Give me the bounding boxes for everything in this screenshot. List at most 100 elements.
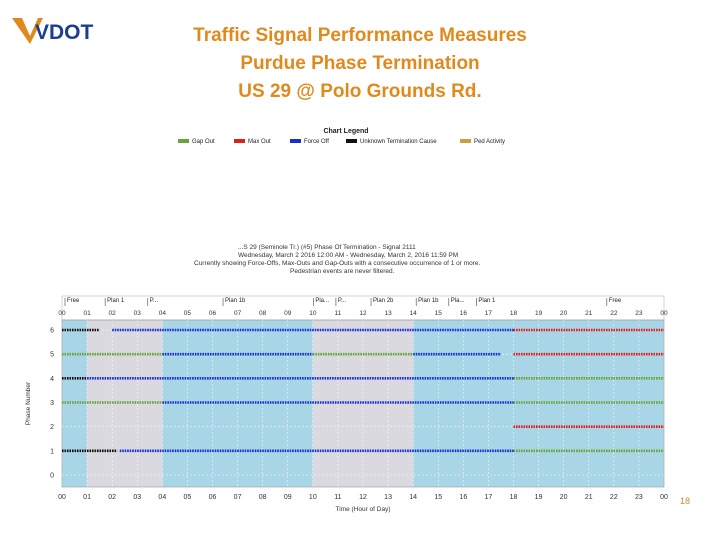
x-tick-top: 19 <box>535 310 543 317</box>
legend-item-max-out: Max Out <box>234 139 271 149</box>
x-tick-label: 19 <box>535 494 543 501</box>
y-tick-label: 4 <box>50 376 54 383</box>
x-tick-top: 11 <box>335 310 342 317</box>
x-tick-label: 15 <box>434 494 442 501</box>
slide-title: Traffic Signal Performance Measures <box>193 25 527 46</box>
slide-subtitle: Purdue Phase Termination <box>240 53 480 74</box>
x-tick-top: 04 <box>159 310 167 317</box>
x-tick-top: 13 <box>384 310 392 317</box>
legend-label: Force Off <box>304 139 329 145</box>
y-tick-label: 6 <box>50 328 54 335</box>
x-tick-label: 22 <box>610 494 618 501</box>
x-tick-label: 10 <box>309 494 317 501</box>
x-tick-label: 18 <box>510 494 518 501</box>
subtitle-line-2: Wednesday, March 2 2016 12:00 AM - Wedne… <box>238 252 459 259</box>
plan-label: Plan 2b <box>373 298 394 304</box>
x-tick-label: 21 <box>585 494 593 501</box>
x-tick-label: 00 <box>660 494 668 501</box>
x-tick-top: 14 <box>410 310 418 317</box>
x-tick-label: 11 <box>334 494 341 501</box>
x-tick-top: 05 <box>184 310 192 317</box>
x-tick-top: 00 <box>660 310 668 317</box>
x-tick-label: 17 <box>485 494 493 501</box>
y-tick-label: 0 <box>50 473 54 480</box>
x-tick-top: 09 <box>284 310 292 317</box>
legend-swatch <box>178 139 189 144</box>
legend-item-unknown-termination-cause: Unknown Termination Cause <box>346 139 437 149</box>
chart-legend: Chart Legend Gap Out Max Out Force Off Unkn… <box>176 128 516 150</box>
x-tick-top: 18 <box>510 310 518 317</box>
x-tick-label: 23 <box>635 494 643 501</box>
x-tick-top: 16 <box>460 310 468 317</box>
x-axis-label: Time (Hour of Day) <box>335 506 390 513</box>
y-tick-label: 5 <box>50 352 54 359</box>
legend-item-gap-out: Gap Out <box>178 139 215 149</box>
x-tick-label: 06 <box>209 494 217 501</box>
plan-label: Plan 1 <box>478 298 496 304</box>
x-tick-top: 22 <box>610 310 618 317</box>
x-tick-label: 13 <box>384 494 392 501</box>
plan-label: Plan 1 <box>107 298 125 304</box>
legend-title: Chart Legend <box>323 128 369 135</box>
legend-swatch <box>290 139 301 144</box>
x-tick-top: 20 <box>560 310 568 317</box>
x-tick-label: 08 <box>259 494 267 501</box>
x-tick-top: 08 <box>259 310 267 317</box>
legend-item-force-off: Force Off <box>290 139 329 149</box>
y-tick-label: 1 <box>50 448 54 455</box>
x-tick-label: 09 <box>284 494 292 501</box>
x-tick-label: 00 <box>58 494 66 501</box>
legend-label: Max Out <box>248 139 271 145</box>
legend-swatch <box>346 139 357 144</box>
location-title: US 29 @ Polo Grounds Rd. <box>238 81 482 102</box>
plan-label: Plan 1b <box>418 298 439 304</box>
x-tick-label: 14 <box>409 494 417 501</box>
x-tick-label: 01 <box>83 494 91 501</box>
x-tick-label: 02 <box>108 494 116 501</box>
x-tick-top: 06 <box>209 310 217 317</box>
x-tick-label: 12 <box>359 494 367 501</box>
x-tick-top: 10 <box>309 310 317 317</box>
x-tick-top: 17 <box>485 310 493 317</box>
plan-strip <box>61 295 665 321</box>
plan-label: Pla... <box>315 298 329 304</box>
x-tick-top: 23 <box>635 310 643 317</box>
subtitle-line-1: ...S 29 (Seminole Tr.) (#5) Phase Of Ter… <box>238 244 416 251</box>
x-tick-label: 05 <box>184 494 192 501</box>
x-tick-top: 02 <box>109 310 117 317</box>
y-axis-label: Phase Number <box>25 381 32 425</box>
logo-text: VDOT <box>35 21 94 44</box>
plan-label: Plan 1b <box>225 298 246 304</box>
y-tick-label: 3 <box>50 400 54 407</box>
plan-label: P... <box>150 298 159 304</box>
x-tick-top: 01 <box>83 310 91 317</box>
x-tick-top: 12 <box>359 310 367 317</box>
vdot-logo: VDOT <box>12 18 94 44</box>
x-tick-top: 21 <box>585 310 593 317</box>
x-tick-label: 04 <box>158 494 166 501</box>
legend-label: Unknown Termination Cause <box>360 139 437 145</box>
x-tick-label: 07 <box>234 494 242 501</box>
x-tick-top: 03 <box>134 310 142 317</box>
y-tick-label: 2 <box>50 424 54 431</box>
legend-swatch <box>234 139 245 144</box>
x-tick-top: 15 <box>435 310 443 317</box>
plan-label: Free <box>609 298 622 304</box>
x-tick-label: 20 <box>560 494 568 501</box>
subtitle-line-3: Currently showing Force-Offs, Max-Outs a… <box>194 260 481 267</box>
chart-subtitle: ...S 29 (Seminole Tr.) (#5) Phase Of Ter… <box>150 244 550 276</box>
plan-label: Free <box>67 298 80 304</box>
x-tick-top: 07 <box>234 310 242 317</box>
legend-label: Ped Activity <box>474 139 506 145</box>
legend-item-ped-activity: Ped Activity <box>460 139 505 149</box>
x-tick-label: 16 <box>459 494 467 501</box>
page-number: 18 <box>679 496 690 506</box>
plan-label: P... <box>338 298 347 304</box>
legend-label: Gap Out <box>192 139 215 145</box>
x-tick-top: 00 <box>58 310 66 317</box>
plan-label: Pla... <box>451 298 465 304</box>
legend-swatch <box>460 139 471 144</box>
subtitle-line-4: Pedestrian events are never filtered. <box>290 268 395 275</box>
x-tick-label: 03 <box>133 494 141 501</box>
